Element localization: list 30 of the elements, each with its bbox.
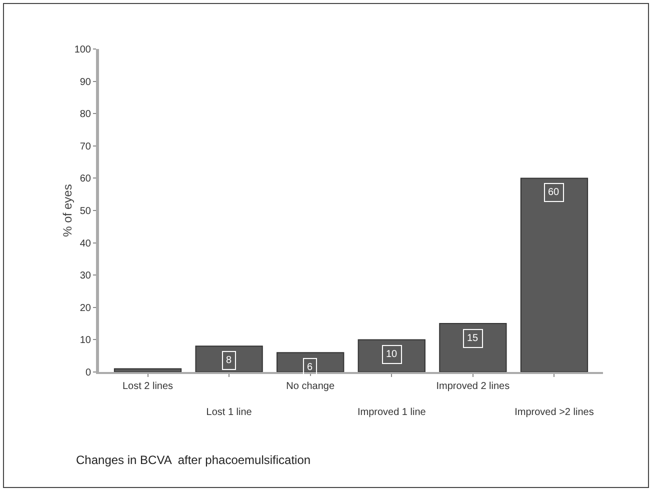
bar xyxy=(520,178,588,372)
data-label: 60 xyxy=(548,187,560,198)
y-tick-label: 0 xyxy=(85,368,92,378)
y-axis-title: % of eyes xyxy=(60,184,75,237)
y-tick-label: 80 xyxy=(80,109,92,120)
y-tick-label: 70 xyxy=(80,141,92,152)
y-tick-label: 90 xyxy=(80,76,92,88)
x-tick-label: Improved 2 lines xyxy=(436,381,510,392)
bar xyxy=(195,346,263,372)
data-label: 6 xyxy=(307,362,313,373)
x-tick-label: Improved >2 lines xyxy=(514,407,594,418)
y-tick-label: 40 xyxy=(80,238,92,250)
data-label: 15 xyxy=(467,333,479,344)
y-tick-label: 50 xyxy=(80,206,92,217)
data-label: 8 xyxy=(226,355,232,366)
y-tick-label: 20 xyxy=(80,302,92,314)
y-tick-label: 30 xyxy=(80,270,92,282)
bar xyxy=(276,352,344,372)
x-tick-label: Lost 2 lines xyxy=(122,381,174,392)
x-tick-label: Improved 1 line xyxy=(357,407,426,418)
y-tick-label: 100 xyxy=(74,44,92,56)
x-tick-label: No change xyxy=(286,381,335,392)
y-tick-label: 10 xyxy=(80,335,92,346)
text: Changes in BCVA after phacoemulsification xyxy=(76,453,311,467)
y-tick-label: 60 xyxy=(80,174,92,185)
bar xyxy=(439,323,507,372)
bar xyxy=(114,368,182,372)
x-tick-label: Lost 1 line xyxy=(206,407,252,418)
data-label: 10 xyxy=(386,349,398,360)
bar xyxy=(358,339,426,372)
